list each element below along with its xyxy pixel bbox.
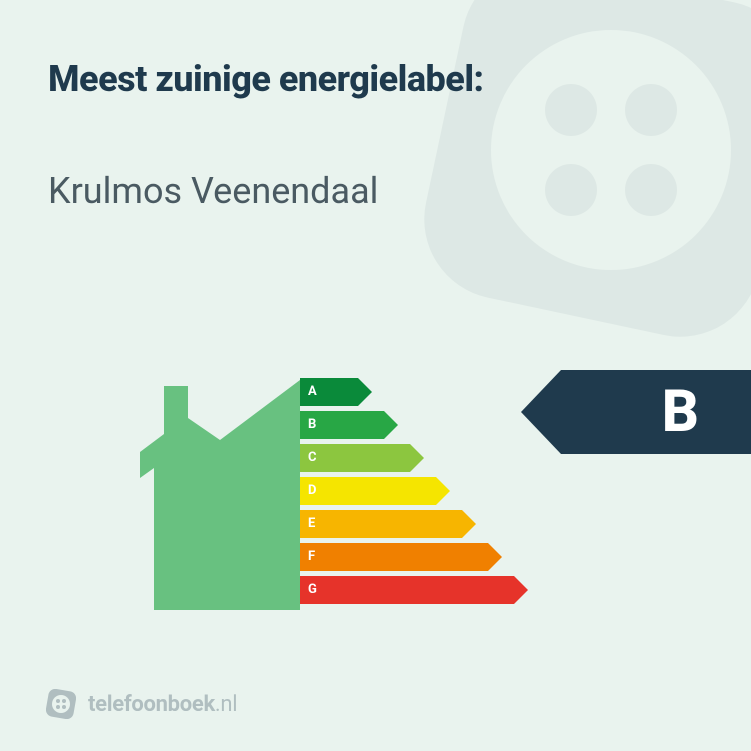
bar-letter: D — [308, 477, 316, 505]
footer: telefoonboek.nl — [46, 689, 237, 719]
bar-arrow-icon — [300, 477, 450, 505]
footer-brand-name: telefoonboek — [88, 692, 215, 717]
energy-bar-e: E — [300, 510, 600, 538]
energy-bar-g: G — [300, 576, 600, 604]
footer-brand-tld: .nl — [215, 692, 237, 717]
subtitle: Krulmos Veenendaal — [48, 170, 378, 212]
bar-letter: G — [308, 576, 317, 604]
bar-arrow-icon — [300, 444, 424, 472]
bar-letter: A — [308, 378, 317, 406]
rating-badge: B — [521, 370, 751, 454]
badge-letter: B — [662, 370, 699, 454]
energy-bar-d: D — [300, 477, 600, 505]
footer-logo-icon — [46, 689, 76, 719]
footer-brand: telefoonboek.nl — [88, 692, 237, 717]
bar-letter: C — [308, 444, 317, 472]
bar-letter: B — [308, 411, 316, 439]
watermark-icon — [401, 0, 751, 360]
bar-arrow-icon — [300, 543, 502, 571]
bar-arrow-icon — [300, 576, 528, 604]
bar-letter: F — [308, 543, 315, 571]
bar-arrow-icon — [300, 510, 476, 538]
energy-bar-f: F — [300, 543, 600, 571]
title: Meest zuinige energielabel: — [48, 58, 484, 100]
badge-shape — [521, 370, 751, 454]
bar-letter: E — [308, 510, 315, 538]
house-icon — [140, 360, 300, 610]
